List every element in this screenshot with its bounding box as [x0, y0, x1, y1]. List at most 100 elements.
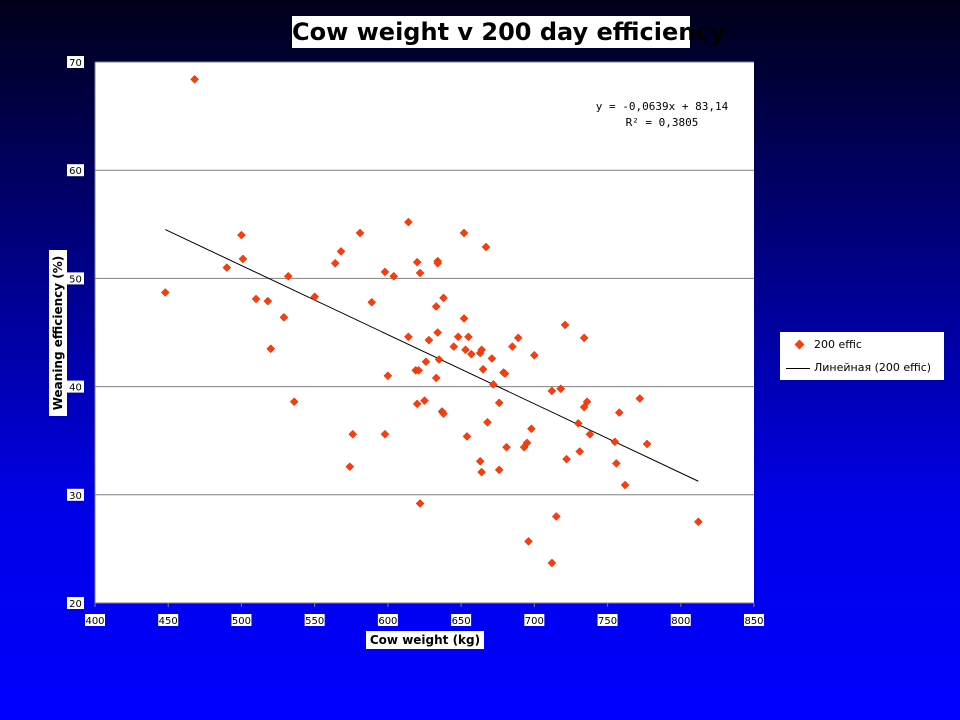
legend-series-label: 200 effic — [814, 338, 862, 351]
data-point — [494, 398, 504, 408]
data-point — [222, 263, 232, 272]
data-point — [551, 512, 561, 521]
y-tick-label: 70 — [69, 58, 82, 69]
x-tick-bg — [304, 614, 325, 626]
data-point — [415, 268, 425, 278]
data-point — [560, 320, 570, 330]
data-point — [345, 462, 355, 472]
data-point — [527, 424, 536, 434]
data-point — [556, 384, 566, 394]
data-point — [238, 254, 248, 264]
y-tick-label: 20 — [69, 599, 82, 610]
x-tick-bg — [744, 614, 764, 626]
y-tick-bg — [67, 597, 84, 609]
data-point — [439, 293, 448, 303]
data-point — [431, 373, 441, 383]
data-point — [502, 442, 511, 452]
data-point — [488, 380, 498, 389]
y-tick-bg — [67, 164, 84, 177]
data-point — [412, 399, 422, 409]
data-point — [635, 394, 645, 403]
line-icon — [786, 368, 810, 369]
y-tick-label: 60 — [69, 166, 82, 177]
y-tick-label: 30 — [69, 491, 82, 502]
data-point — [585, 429, 595, 439]
y-tick-bg — [67, 272, 84, 285]
trendline-equation: y = -0,0639x + 83,14 R² = 0,3805 — [592, 99, 732, 131]
data-point — [573, 419, 583, 428]
data-point — [367, 297, 377, 307]
data-point — [610, 437, 620, 447]
data-point — [611, 459, 621, 468]
data-point — [424, 335, 434, 345]
data-point — [449, 342, 459, 351]
data-point — [579, 333, 589, 343]
data-point — [310, 292, 320, 302]
data-point — [263, 296, 273, 306]
x-tick-label: 750 — [598, 616, 617, 627]
x-tick-bg — [451, 614, 472, 626]
trendline-r-squared: R² = 0,3805 — [625, 116, 699, 129]
x-tick-bg — [377, 614, 398, 626]
data-point — [500, 369, 510, 378]
data-point — [289, 397, 299, 407]
data-point — [348, 429, 358, 439]
data-point — [693, 517, 703, 527]
data-point — [475, 456, 485, 466]
data-point — [279, 312, 289, 322]
y-tick-label: 50 — [69, 274, 82, 285]
x-tick-bg — [524, 614, 545, 626]
data-point — [547, 558, 557, 568]
data-point — [524, 536, 533, 546]
data-point — [529, 350, 539, 360]
legend-item-trendline: Линейная (200 effic) — [780, 360, 944, 376]
data-point — [522, 438, 532, 448]
data-point — [434, 355, 444, 364]
data-point — [477, 467, 486, 477]
data-point — [562, 454, 571, 464]
data-point — [508, 342, 517, 351]
y-tick-bg — [67, 380, 84, 393]
y-tick-bg — [67, 488, 84, 501]
x-tick-label: 600 — [378, 616, 397, 627]
data-point — [389, 271, 399, 281]
data-point — [404, 332, 413, 342]
data-point — [412, 257, 422, 267]
data-point — [462, 432, 472, 441]
data-point — [433, 258, 443, 268]
y-axis-label: Weaning efficiency (%) — [51, 255, 65, 411]
x-tick-bg — [597, 614, 618, 626]
x-tick-label: 500 — [232, 616, 251, 627]
data-point — [431, 302, 441, 311]
legend: 200 effic Линейная (200 effic) — [780, 332, 944, 380]
y-axis-label-box: Weaning efficiency (%) — [49, 250, 67, 416]
data-point — [481, 242, 491, 252]
data-point — [251, 294, 261, 304]
y-tick-bg — [67, 56, 84, 68]
x-tick-bg — [158, 614, 179, 626]
axes — [94, 62, 755, 607]
x-tick-label: 400 — [85, 616, 104, 627]
data-point — [421, 357, 431, 367]
data-point — [487, 354, 497, 363]
data-point — [380, 267, 390, 277]
x-tick-bg — [670, 614, 691, 626]
data-point — [415, 499, 425, 508]
x-tick-label: 550 — [305, 616, 324, 627]
data-point — [404, 217, 413, 227]
x-tick-bg — [85, 614, 105, 626]
data-point — [237, 230, 246, 240]
data-point — [582, 397, 592, 407]
data-point — [459, 228, 469, 238]
data-point — [483, 417, 492, 427]
data-point — [336, 246, 346, 256]
data-point — [160, 288, 170, 297]
data-points — [160, 74, 703, 568]
x-tick-label: 700 — [525, 616, 544, 627]
x-tick-bg — [231, 614, 252, 626]
data-point — [439, 409, 448, 419]
data-point — [420, 396, 429, 406]
data-point — [414, 366, 423, 375]
x-axis-label: Cow weight (kg) — [366, 631, 484, 649]
